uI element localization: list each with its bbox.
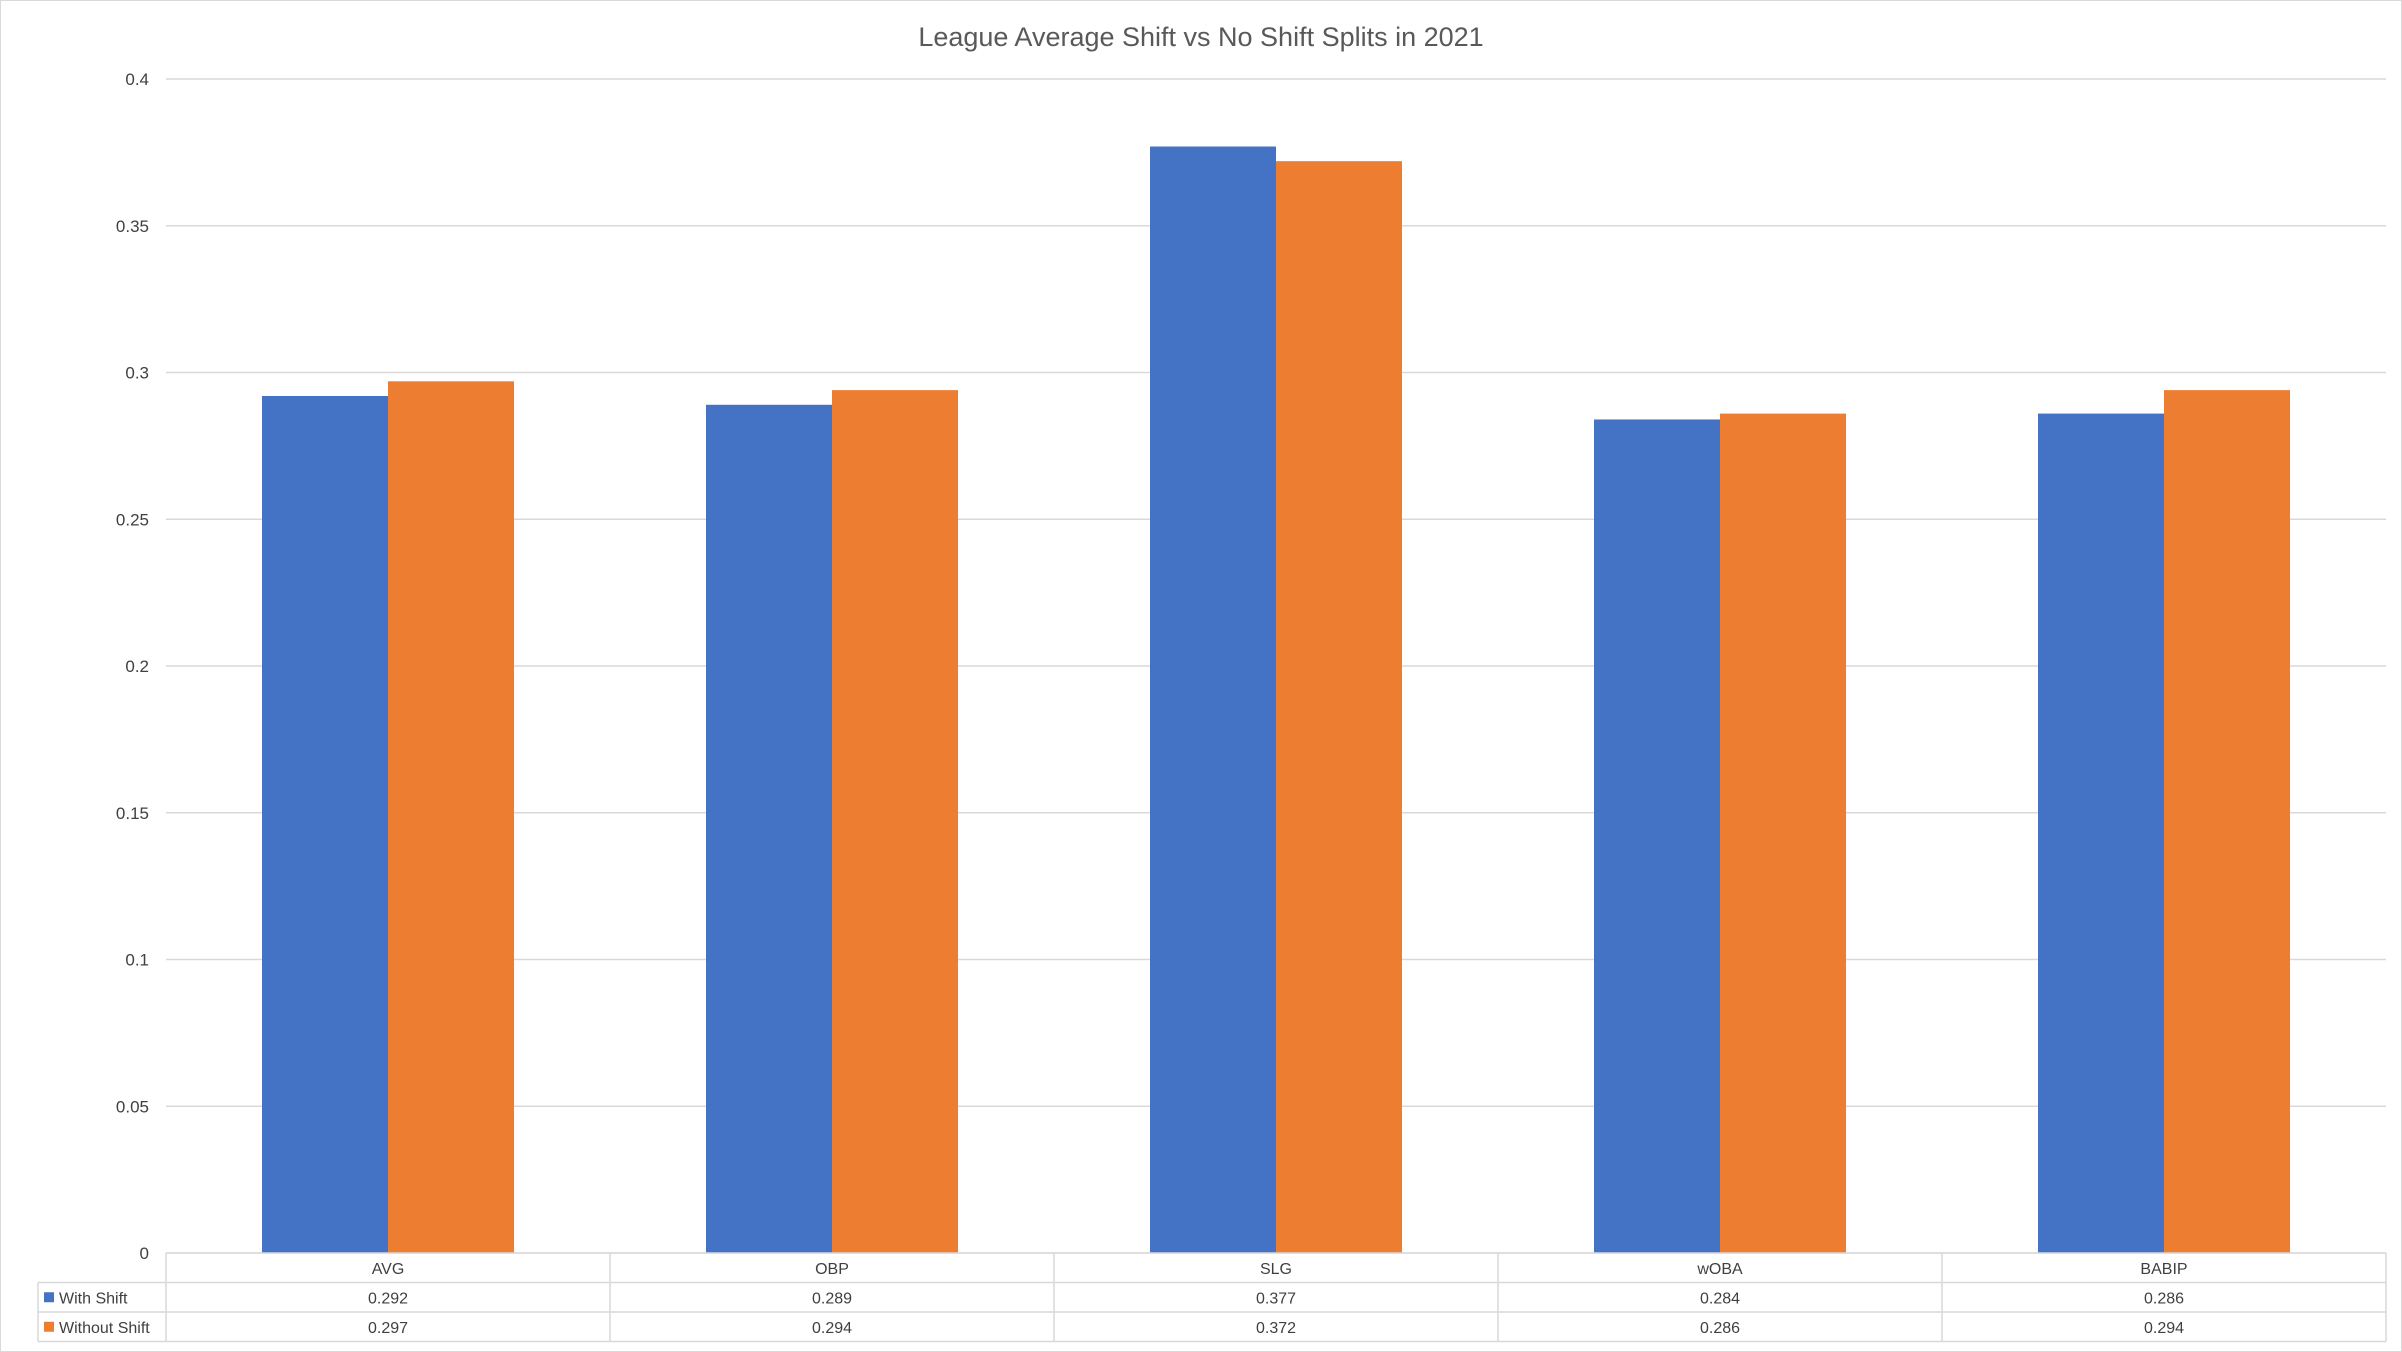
y-tick-label: 0.35 bbox=[116, 217, 149, 236]
bar-with-shift-obp bbox=[706, 404, 832, 1253]
bar-with-shift-woba bbox=[1594, 419, 1720, 1254]
y-tick-label: 0.4 bbox=[125, 70, 149, 89]
y-tick-label: 0.15 bbox=[116, 804, 149, 823]
data-label: 0.289 bbox=[812, 1290, 852, 1307]
data-label: 0.372 bbox=[1256, 1320, 1296, 1337]
bar-with-shift-babip bbox=[2038, 413, 2164, 1254]
legend-swatch bbox=[44, 1321, 54, 1332]
y-tick-label: 0.1 bbox=[125, 951, 149, 970]
y-tick-label: 0.2 bbox=[125, 657, 149, 676]
y-tick-label: 0.25 bbox=[116, 510, 149, 529]
data-label: 0.286 bbox=[1700, 1320, 1740, 1337]
bar-without-shift-slg bbox=[1276, 161, 1402, 1254]
x-tick-label: AVG bbox=[372, 1261, 405, 1278]
bar-without-shift-avg bbox=[388, 381, 514, 1253]
x-tick-label: OBP bbox=[815, 1261, 849, 1278]
x-tick-label: SLG bbox=[1260, 1261, 1292, 1278]
legend-swatch bbox=[44, 1292, 54, 1303]
bar-without-shift-woba bbox=[1720, 413, 1846, 1254]
data-label: 0.294 bbox=[2144, 1320, 2184, 1337]
y-tick-label: 0 bbox=[140, 1244, 149, 1263]
y-tick-label: 0.05 bbox=[116, 1097, 149, 1116]
legend-entry: Without Shift bbox=[59, 1320, 150, 1337]
data-table: AVG OBP SLG wOBA BABIP With Shift 0.292 0.289 0.… bbox=[37, 1252, 2387, 1343]
data-label: 0.377 bbox=[1256, 1290, 1296, 1307]
data-label: 0.292 bbox=[368, 1290, 408, 1307]
x-tick-label: wOBA bbox=[1696, 1261, 1743, 1278]
bar-without-shift-babip bbox=[2164, 390, 2290, 1253]
data-label: 0.284 bbox=[1700, 1290, 1740, 1307]
data-label: 0.294 bbox=[812, 1320, 852, 1337]
chart-title: League Average Shift vs No Shift Splits … bbox=[918, 22, 1483, 52]
y-tick-label: 0.3 bbox=[125, 364, 149, 383]
x-tick-label: BABIP bbox=[2140, 1261, 2187, 1278]
bars bbox=[262, 146, 2290, 1254]
legend-entry: With Shift bbox=[59, 1290, 128, 1307]
data-label: 0.286 bbox=[2144, 1290, 2184, 1307]
bar-with-shift-slg bbox=[1150, 146, 1276, 1253]
bar-without-shift-obp bbox=[832, 390, 958, 1253]
bar-with-shift-avg bbox=[262, 395, 388, 1254]
data-label: 0.297 bbox=[368, 1320, 408, 1337]
y-axis-ticks: 0 0.05 0.1 0.15 0.2 0.25 0.3 0.35 0.4 bbox=[116, 70, 149, 1263]
